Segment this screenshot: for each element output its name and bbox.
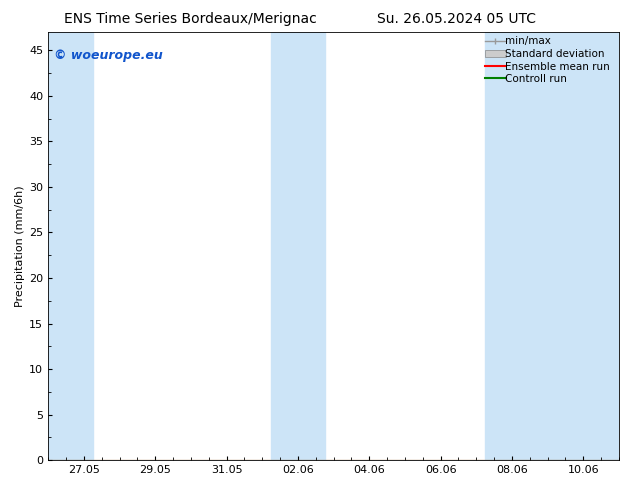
Text: © woeurope.eu: © woeurope.eu (54, 49, 162, 62)
Bar (48, 32, 93, 460)
Legend: min/max, Standard deviation, Ensemble mean run, Controll run: min/max, Standard deviation, Ensemble me… (483, 34, 617, 86)
Text: Su. 26.05.2024 05 UTC: Su. 26.05.2024 05 UTC (377, 12, 536, 26)
Y-axis label: Precipitation (mm/6h): Precipitation (mm/6h) (15, 185, 25, 307)
Text: ENS Time Series Bordeaux/Merignac: ENS Time Series Bordeaux/Merignac (64, 12, 316, 26)
Bar (271, 32, 325, 460)
Bar (485, 32, 619, 460)
